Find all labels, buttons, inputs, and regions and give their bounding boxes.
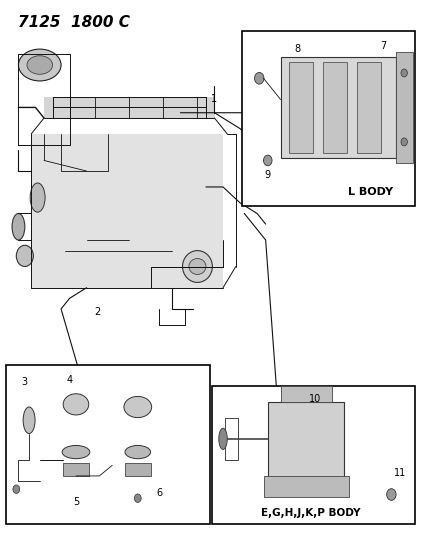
Text: L BODY: L BODY (347, 187, 393, 197)
Ellipse shape (189, 259, 206, 274)
Text: 10: 10 (308, 394, 321, 404)
Ellipse shape (62, 446, 90, 459)
Text: 6: 6 (156, 488, 162, 498)
Ellipse shape (254, 72, 264, 84)
Ellipse shape (401, 138, 408, 146)
Ellipse shape (12, 214, 25, 240)
Text: 5: 5 (73, 497, 79, 507)
Bar (281, 386, 332, 402)
Bar (396, 52, 413, 163)
Bar (6, 365, 210, 523)
Ellipse shape (387, 489, 396, 500)
Ellipse shape (16, 245, 33, 266)
Bar (289, 62, 313, 152)
Text: E,G,H,J,K,P BODY: E,G,H,J,K,P BODY (261, 508, 360, 518)
Bar (268, 402, 344, 487)
Bar (263, 476, 349, 497)
Text: 8: 8 (295, 44, 301, 54)
Text: 1: 1 (211, 94, 218, 104)
Ellipse shape (219, 428, 227, 449)
Ellipse shape (182, 251, 212, 282)
Ellipse shape (125, 446, 151, 459)
Bar (242, 30, 415, 206)
Bar (357, 62, 381, 152)
Text: 4: 4 (66, 375, 73, 385)
Bar (63, 463, 89, 476)
Ellipse shape (30, 183, 45, 212)
Text: 11: 11 (394, 469, 406, 478)
Text: 7: 7 (380, 42, 386, 52)
Bar (125, 463, 151, 476)
Text: 7125  1800 C: 7125 1800 C (18, 14, 130, 30)
Ellipse shape (401, 69, 408, 77)
Ellipse shape (18, 49, 61, 81)
Ellipse shape (63, 394, 89, 415)
Bar (44, 97, 214, 118)
Text: 2: 2 (94, 306, 100, 317)
Text: 3: 3 (22, 376, 28, 386)
Bar (31, 134, 223, 288)
Ellipse shape (13, 485, 20, 494)
Bar (323, 62, 347, 152)
Ellipse shape (263, 155, 272, 166)
Ellipse shape (23, 407, 35, 433)
Ellipse shape (124, 397, 151, 418)
Ellipse shape (27, 56, 52, 74)
Bar (212, 386, 415, 523)
Ellipse shape (134, 494, 141, 503)
Bar (281, 57, 396, 158)
Text: 9: 9 (265, 170, 271, 180)
